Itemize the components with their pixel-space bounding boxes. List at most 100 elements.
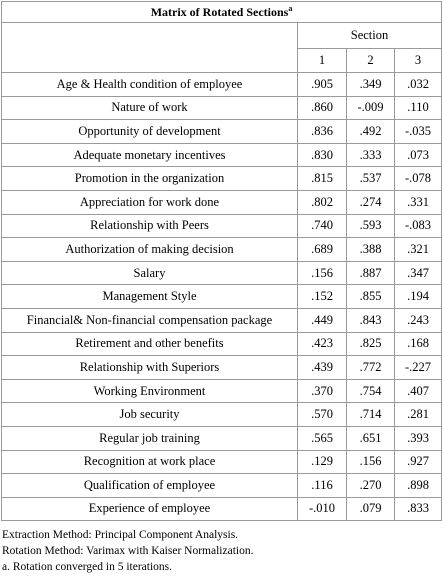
loading-value: .449 [297, 307, 347, 333]
row-label: Working Environment [1, 378, 298, 404]
data-row: Salary .156.887.347 [1, 260, 443, 286]
loading-value: .349 [346, 72, 395, 97]
row-label: Job security [1, 402, 298, 427]
data-row: Management Style .152.855.194 [1, 284, 443, 309]
loading-value: .073 [393, 142, 443, 168]
loading-value: .651 [346, 425, 395, 451]
loading-value: .492 [346, 119, 395, 144]
loading-value: .156 [346, 449, 395, 475]
data-row: Job security .570.714.281 [1, 402, 443, 427]
footnote: a. Rotation converged in 5 iterations. [2, 561, 173, 573]
data-row: Experience of employee -.010.079.833 [1, 496, 443, 522]
loading-value: .321 [393, 237, 443, 262]
loading-value: .116 [297, 473, 347, 498]
row-label: Age & Health condition of employee [1, 72, 298, 97]
row-label: Salary [1, 260, 298, 286]
row-label: Opportunity of development [1, 119, 298, 144]
loading-value: .393 [393, 425, 443, 451]
loading-value: .802 [297, 189, 347, 215]
row-label: Recognition at work place [1, 449, 298, 475]
loading-value: .281 [393, 402, 443, 427]
loading-value: .110 [393, 95, 443, 121]
data-row: Retirement and other benefits .423.825.16… [1, 331, 443, 357]
row-label: Retirement and other benefits [1, 331, 298, 357]
loading-value: -.010 [297, 496, 347, 522]
loading-value: .855 [346, 284, 395, 309]
loading-value: .156 [297, 260, 347, 286]
loading-value: .537 [346, 166, 395, 191]
loading-value: .905 [297, 72, 347, 97]
loading-value: -.009 [346, 95, 395, 121]
data-row: Working Environment .370.754.407 [1, 378, 443, 404]
row-label: Relationship with Superiors [1, 355, 298, 380]
row-label: Experience of employee [1, 496, 298, 522]
column-header: 1 [297, 48, 347, 73]
loading-value: .331 [393, 189, 443, 215]
data-row: Relationship with Superiors .439.772 -.227 [1, 355, 443, 380]
row-label: Adequate monetary incentives [1, 142, 298, 168]
table-title-cell: Matrix of Rotated Sectionsa [0, 1, 443, 23]
loading-value: .593 [346, 213, 395, 239]
loading-value: .887 [346, 260, 395, 286]
loading-value: .860 [297, 95, 347, 121]
row-label: Management Style [1, 284, 298, 309]
loading-value: .370 [297, 378, 347, 404]
data-row: Appreciation for work done .802.274.331 [1, 189, 443, 215]
loading-value: .833 [393, 496, 443, 522]
title-row: Matrix of Rotated Sectionsa [0, 1, 443, 23]
row-label: Nature of work [1, 95, 298, 121]
footnotes: Extraction Method: Principal Component A… [2, 527, 253, 575]
loading-value: .772 [346, 355, 395, 380]
loading-value: -.035 [393, 119, 443, 144]
loading-value: .243 [393, 307, 443, 333]
loading-value: .825 [346, 331, 395, 357]
loading-value: .565 [297, 425, 347, 451]
row-label: Appreciation for work done [1, 189, 298, 215]
loading-value: .740 [297, 213, 347, 239]
data-row: Financial& Non-financial compensation pa… [1, 307, 443, 333]
loading-value: .439 [297, 355, 347, 380]
loading-value: .333 [346, 142, 395, 168]
row-label: Qualification of employee [1, 473, 298, 498]
data-row: Recognition at work place .129.156.927 [1, 449, 443, 475]
loading-value: .830 [297, 142, 347, 168]
loading-value: .168 [393, 331, 443, 357]
loading-value: .152 [297, 284, 347, 309]
title-footnote-mark: a [288, 4, 293, 13]
data-row: Adequate monetary incentives .830.333.073 [1, 142, 443, 168]
loading-value: .129 [297, 449, 347, 475]
loading-value: .898 [393, 473, 443, 498]
group-header-row: Section [1, 22, 443, 73]
loading-value: .407 [393, 378, 443, 404]
group-header: Section [296, 22, 443, 49]
loading-value: -.078 [393, 166, 443, 191]
row-label: Authorization of making decision [1, 237, 298, 262]
loading-value: .754 [346, 378, 395, 404]
column-header: 2 [346, 48, 395, 73]
loading-value: .570 [297, 402, 347, 427]
loading-value: .843 [346, 307, 395, 333]
data-row: Authorization of making decision .689.388… [1, 237, 443, 262]
footnote: Extraction Method: Principal Component A… [2, 529, 239, 541]
loading-value: .714 [346, 402, 395, 427]
loading-value: .689 [297, 237, 347, 262]
loading-value: -.227 [393, 355, 443, 380]
corner-cell [1, 22, 298, 73]
data-row: Relationship with Peers .740.593 -.083 [1, 213, 443, 239]
loading-value: .270 [346, 473, 395, 498]
row-label: Financial& Non-financial compensation pa… [1, 307, 298, 333]
data-row: Qualification of employee .116.270.898 [1, 473, 443, 498]
loading-value: .927 [393, 449, 443, 475]
row-label: Relationship with Peers [1, 213, 298, 239]
loading-value: .032 [393, 72, 443, 97]
footnote: Rotation Method: Varimax with Kaiser Nor… [2, 545, 254, 557]
column-header: 3 [393, 48, 443, 73]
row-label: Promotion in the organization [1, 166, 298, 191]
loading-value: .274 [346, 189, 395, 215]
loading-value: .423 [297, 331, 347, 357]
loading-value: .388 [346, 237, 395, 262]
